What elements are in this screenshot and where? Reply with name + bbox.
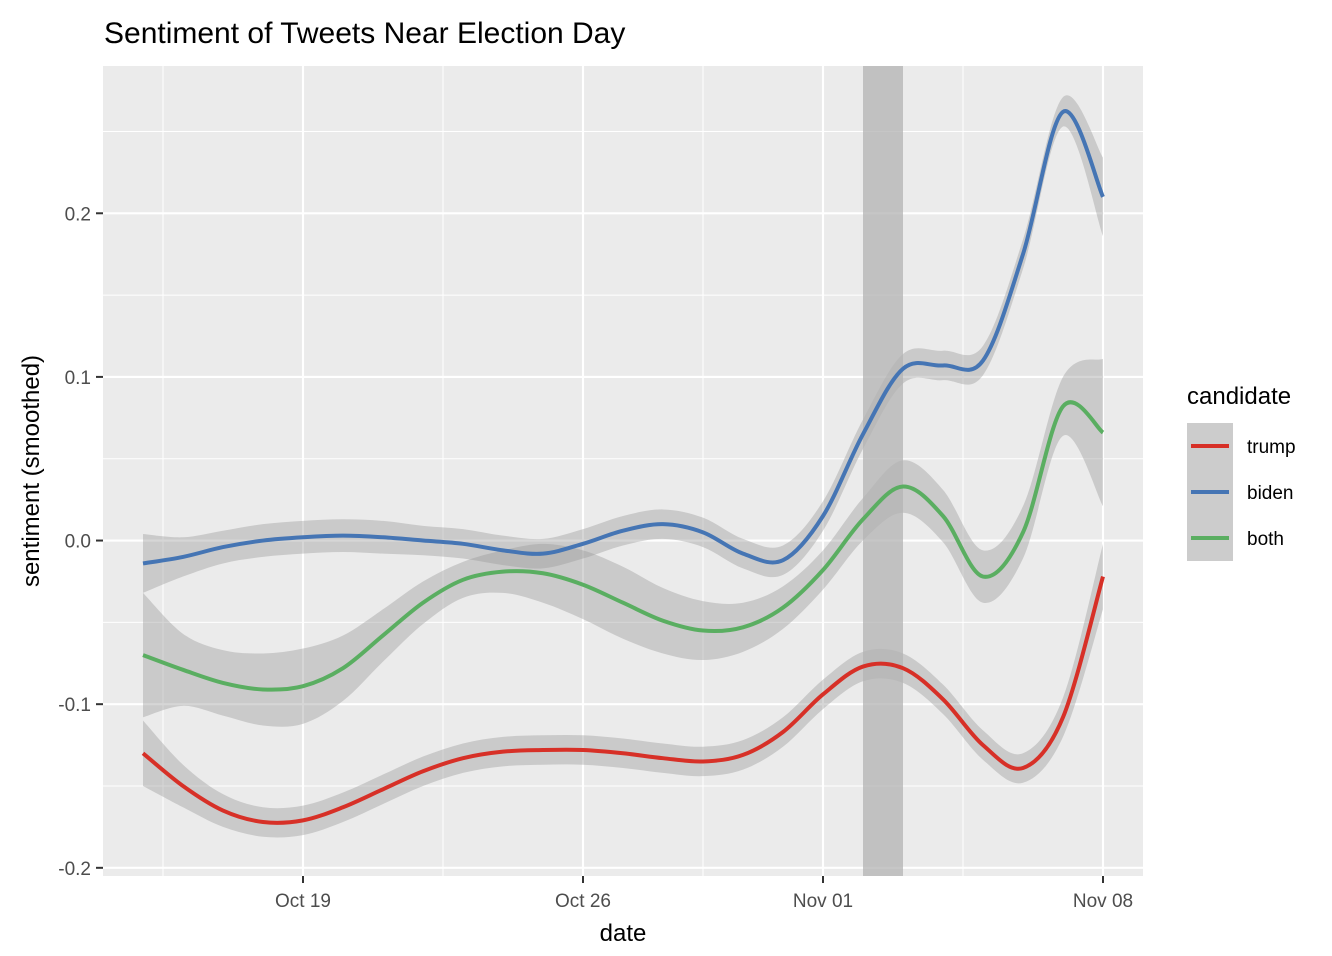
y-tick-label: 0.2	[65, 204, 91, 225]
grid-major	[103, 66, 1143, 876]
legend-item-trump: trump	[1187, 423, 1296, 469]
x-tick-label: Nov 08	[1073, 891, 1133, 912]
legend-item-both: both	[1187, 515, 1284, 561]
x-axis-title: date	[600, 920, 647, 947]
highlight-band	[863, 66, 903, 876]
legend-label: trump	[1247, 437, 1296, 458]
series-line-both	[142, 400, 1105, 692]
y-axis-title: sentiment (smoothed)	[18, 355, 45, 587]
legend: candidate trump biden both	[1187, 383, 1296, 561]
legend-title: candidate	[1187, 383, 1291, 410]
highlight-band-group	[863, 66, 903, 876]
grid-minor	[103, 66, 1143, 876]
y-tick-label: 0.1	[65, 368, 91, 389]
x-axis: Oct 19 Oct 26 Nov 01 Nov 08	[275, 876, 1133, 912]
legend-label: both	[1247, 529, 1284, 550]
y-tick-label: 0.0	[65, 532, 91, 553]
legend-item-biden: biden	[1187, 469, 1294, 515]
x-tick-label: Oct 19	[275, 891, 331, 912]
y-axis: -0.2 -0.1 0.0 0.1 0.2	[58, 204, 103, 880]
series-line-trump	[141, 576, 1105, 825]
legend-items: trump biden both	[1187, 423, 1296, 561]
legend-label: biden	[1247, 483, 1294, 504]
y-tick-label: -0.2	[58, 859, 91, 880]
series-line-biden	[142, 109, 1105, 566]
series-lines	[141, 109, 1105, 825]
confidence-band-trump	[143, 543, 1103, 838]
y-tick-label: -0.1	[58, 695, 91, 716]
x-tick-label: Oct 26	[555, 891, 611, 912]
plot-panel	[103, 66, 1143, 876]
x-tick-label: Nov 01	[793, 891, 853, 912]
chart-title: Sentiment of Tweets Near Election Day	[104, 17, 625, 50]
